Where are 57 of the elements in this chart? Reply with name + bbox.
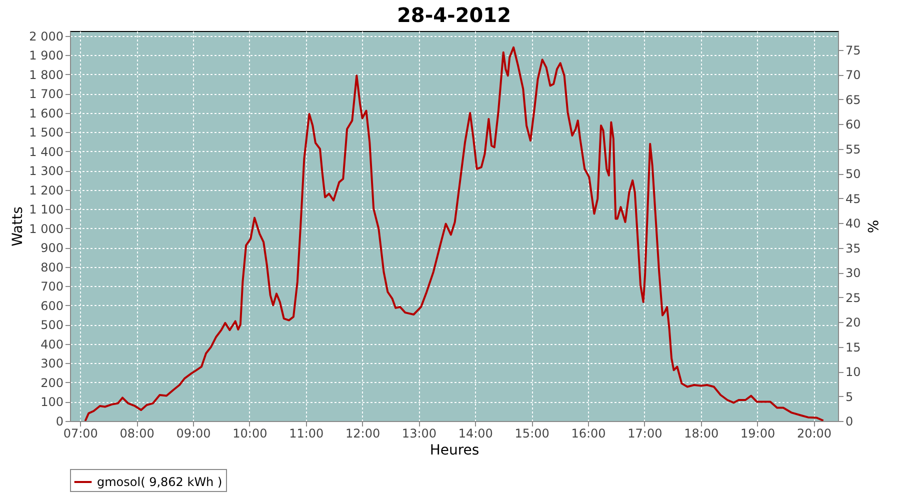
y-tick-label: 100 <box>40 395 64 410</box>
x-tick-label: 15:00 <box>514 426 550 440</box>
y-tick-label: 400 <box>40 337 64 352</box>
y-axis-title: Watts <box>10 206 26 246</box>
y-tick-label: 1 000 <box>29 222 64 236</box>
y-tick-label: 1 300 <box>29 164 64 178</box>
y-tick-label: 1 500 <box>29 126 64 140</box>
y-tick-label: 1 200 <box>29 183 64 198</box>
y2-tick-label: 65 <box>846 92 861 107</box>
x-tick-label: 19:00 <box>740 426 776 440</box>
chart-title: 28-4-2012 <box>396 2 512 27</box>
x-tick-label: 12:00 <box>346 426 380 440</box>
y2-tick-label: 35 <box>846 241 861 256</box>
y-tick-label: 1 400 <box>29 144 64 159</box>
x-tick-label: 07:00 <box>63 426 98 440</box>
y-tick-label: 200 <box>40 376 64 390</box>
y2-axis-title: % <box>864 220 880 234</box>
y2-tick-label: 20 <box>846 316 861 330</box>
x-axis-title: Heures <box>430 442 480 458</box>
y-tick-label: 800 <box>40 260 64 274</box>
y2-tick-label: 10 <box>846 365 861 380</box>
y-tick-label: 1 800 <box>29 68 64 82</box>
y2-tick-label: 15 <box>846 340 861 354</box>
y-tick-label: 0 <box>56 414 64 428</box>
x-tick-label: 16:00 <box>571 426 606 440</box>
y2-tick-label: 40 <box>846 216 861 231</box>
x-tick-label: 09:00 <box>176 426 211 440</box>
legend-label: gmosol( 9,862 kWh ) <box>97 475 222 489</box>
x-tick-label: 10:00 <box>232 426 268 440</box>
x-tick-label: 17:00 <box>628 426 662 440</box>
x-tick-label: 20:00 <box>796 426 832 440</box>
y2-tick-label: 50 <box>846 167 861 182</box>
y2-tick-label: 25 <box>846 290 861 305</box>
y-tick-label: 1 100 <box>29 202 64 217</box>
y2-tick-label: 55 <box>846 142 861 156</box>
y-tick-label: 500 <box>40 318 64 332</box>
y2-tick-label: 45 <box>846 192 861 206</box>
x-tick-label: 14:00 <box>458 426 493 440</box>
x-tick-label: 08:00 <box>120 426 154 440</box>
y2-tick-label: 0 <box>846 414 854 428</box>
y-tick-label: 1 600 <box>29 106 64 120</box>
y-tick-label: 1 700 <box>29 87 64 102</box>
line-series <box>84 46 824 421</box>
x-tick-label: 13:00 <box>402 426 437 440</box>
y-tick-label: 1 900 <box>29 48 64 63</box>
y2-tick-label: 70 <box>846 68 861 82</box>
y2-tick-label: 75 <box>846 43 861 58</box>
y-tick-label: 700 <box>40 280 64 294</box>
y2-tick-label: 5 <box>846 390 854 404</box>
y-tick-label: 600 <box>40 298 64 313</box>
y-tick-label: 900 <box>40 241 64 256</box>
y-tick-label: 2 000 <box>29 29 64 44</box>
x-tick-label: 18:00 <box>684 426 719 440</box>
y-tick-label: 300 <box>40 356 64 371</box>
x-tick-label: 11:00 <box>289 426 324 440</box>
y2-tick-label: 30 <box>846 266 861 280</box>
y2-tick-label: 60 <box>846 118 861 132</box>
